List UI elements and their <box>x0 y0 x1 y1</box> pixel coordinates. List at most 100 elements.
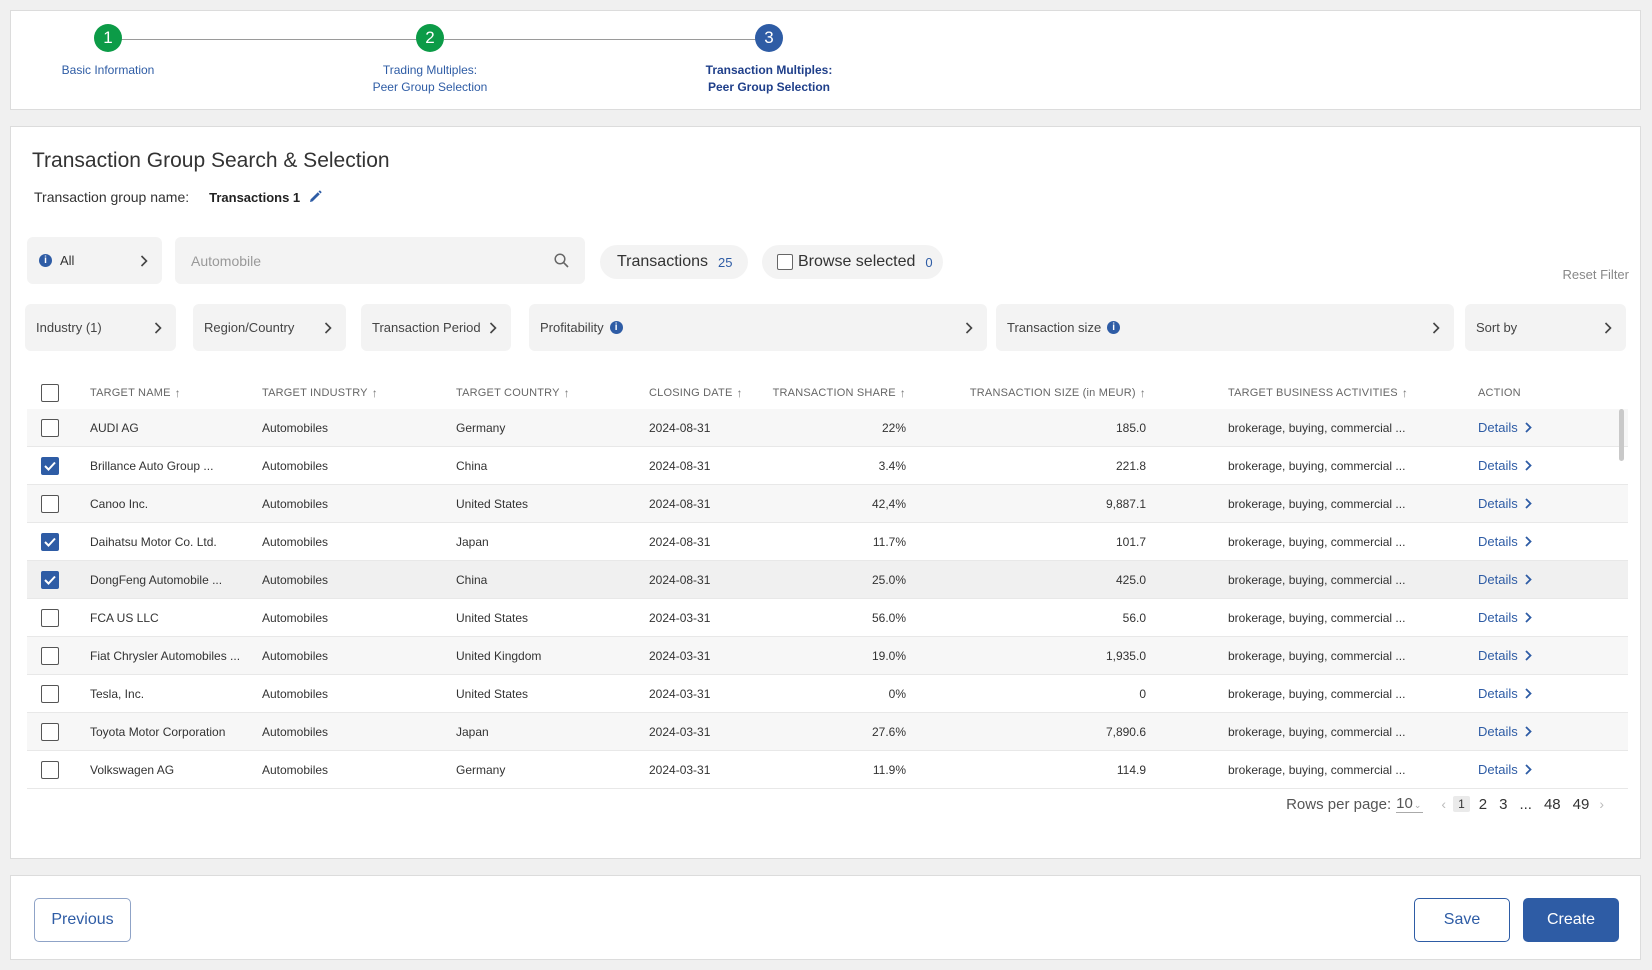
edit-pencil-icon[interactable] <box>308 190 322 204</box>
previous-button[interactable]: Previous <box>34 898 131 942</box>
header-transaction-share[interactable]: TRANSACTION SHARE ↑ <box>772 386 906 400</box>
cell-transaction-size: 221.8 <box>1115 458 1146 473</box>
cell-transaction-share: 11.9% <box>872 762 906 777</box>
prev-page-icon[interactable]: ‹ <box>1441 796 1447 812</box>
sort-arrow-icon: ↑ <box>371 386 378 400</box>
header-target-country[interactable]: TARGET COUNTRY ↑ <box>456 386 570 400</box>
cell-transaction-size: 9,887.1 <box>1105 496 1146 511</box>
filter-label: Sort by <box>1476 320 1518 335</box>
page-3[interactable]: 3 <box>1499 795 1508 813</box>
row-checkbox[interactable] <box>41 532 59 551</box>
page-49[interactable]: 49 <box>1572 795 1590 813</box>
row-checkbox[interactable] <box>41 494 59 513</box>
cell-target-name: Canoo Inc. <box>90 496 149 511</box>
sort-by-dropdown[interactable]: Sort by <box>1465 304 1626 351</box>
table-row[interactable]: Canoo Inc. Automobiles United States 2024-0… <box>27 485 1628 523</box>
table-row[interactable]: DongFeng Automobile ... Automobiles China 2… <box>27 561 1628 599</box>
chevron-right-icon <box>1604 321 1612 334</box>
filter-region-country[interactable]: Region/Country <box>193 304 346 351</box>
header-business-activities[interactable]: TARGET BUSINESS ACTIVITIES ↑ <box>1228 386 1409 400</box>
cell-closing-date: 2024-03-31 <box>649 610 711 625</box>
row-checkbox[interactable] <box>41 570 59 589</box>
filter-label: Profitability <box>540 320 604 335</box>
cell-business-activities: brokerage, buying, commercial ... <box>1228 572 1406 587</box>
filter-profitability[interactable]: Profitability i <box>529 304 987 351</box>
table-row[interactable]: Toyota Motor Corporation Automobiles Japan… <box>27 713 1628 751</box>
table-row[interactable]: AUDI AG Automobiles Germany 2024-08-31 22% 18… <box>27 409 1628 447</box>
page-1[interactable]: 1 <box>1453 796 1470 812</box>
create-button[interactable]: Create <box>1523 898 1619 942</box>
row-checkbox[interactable] <box>41 418 59 437</box>
search-icon[interactable] <box>554 253 569 268</box>
table-row[interactable]: FCA US LLC Automobiles United States 2024-0… <box>27 599 1628 637</box>
table-row[interactable]: Fiat Chrysler Automobiles ... Automobiles… <box>27 637 1628 675</box>
cell-target-name: Fiat Chrysler Automobiles ... <box>90 648 241 663</box>
details-link[interactable]: Details <box>1478 686 1608 701</box>
cell-transaction-size: 185.0 <box>1115 420 1146 435</box>
cell-target-industry: Automobiles <box>262 648 329 663</box>
details-link[interactable]: Details <box>1478 572 1608 587</box>
table-row[interactable]: Brillance Auto Group ... Automobiles China… <box>27 447 1628 485</box>
details-link[interactable]: Details <box>1478 496 1608 511</box>
header-transaction-size[interactable]: TRANSACTION SIZE (in MEUR) ↑ <box>969 386 1146 400</box>
row-checkbox[interactable] <box>41 456 59 475</box>
next-page-icon[interactable]: › <box>1599 796 1604 812</box>
details-link[interactable]: Details <box>1478 724 1608 739</box>
cell-closing-date: 2024-08-31 <box>649 420 711 435</box>
reset-filter-link[interactable]: Reset Filter <box>1562 267 1629 282</box>
cell-closing-date: 2024-03-31 <box>649 648 711 663</box>
info-icon[interactable]: i <box>609 321 623 334</box>
filter-industry[interactable]: Industry (1) <box>25 304 176 351</box>
row-checkbox[interactable] <box>41 684 59 703</box>
page-2[interactable]: 2 <box>1478 795 1488 813</box>
rows-per-page-select[interactable]: 10⌄ <box>1396 795 1424 813</box>
sort-arrow-icon: ↑ <box>563 386 570 400</box>
checkmark-icon <box>44 575 56 585</box>
search-input[interactable] <box>191 252 531 269</box>
save-button[interactable]: Save <box>1414 898 1510 942</box>
details-link[interactable]: Details <box>1478 648 1608 663</box>
table-scrollbar[interactable] <box>1617 409 1624 789</box>
row-checkbox[interactable] <box>41 608 59 627</box>
info-icon[interactable]: i <box>1107 321 1121 334</box>
chevron-right-icon <box>489 321 497 334</box>
row-checkbox[interactable] <box>41 760 59 779</box>
header-target-industry[interactable]: TARGET INDUSTRY ↑ <box>262 386 378 400</box>
cell-transaction-size: 114.9 <box>1116 762 1146 777</box>
browse-selected-checkbox[interactable] <box>777 254 793 270</box>
cell-transaction-share: 19.0% <box>871 648 906 663</box>
header-closing-date[interactable]: CLOSING DATE ↑ <box>649 386 743 400</box>
scrollbar-thumb[interactable] <box>1619 409 1624 461</box>
step-connector <box>444 39 769 40</box>
details-link[interactable]: Details <box>1478 420 1608 435</box>
cell-target-name: Brillance Auto Group ... <box>90 458 214 473</box>
step-label: Transaction Multiples: <box>705 63 833 77</box>
cell-business-activities: brokerage, buying, commercial ... <box>1228 648 1406 663</box>
table-row[interactable]: Tesla, Inc. Automobiles United States 2024-… <box>27 675 1628 713</box>
header-target-name[interactable]: TARGET NAME ↑ <box>90 386 181 400</box>
page-48[interactable]: 48 <box>1543 795 1561 813</box>
details-link[interactable]: Details <box>1478 458 1608 473</box>
filter-label: Transaction Period <box>372 320 481 335</box>
row-checkbox[interactable] <box>41 646 59 665</box>
cell-transaction-size: 56.0 <box>1122 610 1146 625</box>
details-link[interactable]: Details <box>1478 534 1608 549</box>
step-trading-multiples[interactable]: 2 Trading Multiples: Peer Group Selectio… <box>320 24 540 96</box>
cell-target-country: Germany <box>456 420 506 435</box>
cell-transaction-share: 27.6% <box>871 724 906 739</box>
details-link[interactable]: Details <box>1478 762 1608 777</box>
step-basic-information[interactable]: 1 Basic Information <box>0 24 218 79</box>
details-link[interactable]: Details <box>1478 610 1608 625</box>
table-row[interactable]: Volkswagen AG Automobiles Germany 2024-03-3… <box>27 751 1628 789</box>
row-checkbox[interactable] <box>41 722 59 741</box>
transactions-counter[interactable]: Transactions 25 <box>600 245 748 279</box>
filter-transaction-size[interactable]: Transaction size i <box>996 304 1454 351</box>
table-row[interactable]: Daihatsu Motor Co. Ltd. Automobiles Japan 2… <box>27 523 1628 561</box>
cell-target-industry: Automobiles <box>262 420 329 435</box>
filter-transaction-period[interactable]: Transaction Period <box>361 304 511 351</box>
search-scope-dropdown[interactable]: i All <box>27 237 162 284</box>
browse-selected-toggle[interactable]: Browse selected 0 <box>762 245 943 279</box>
step-transaction-multiples[interactable]: 3 Transaction Multiples: Peer Group Sele… <box>659 24 879 96</box>
checkmark-icon <box>44 537 56 547</box>
select-all-checkbox[interactable] <box>41 384 59 402</box>
